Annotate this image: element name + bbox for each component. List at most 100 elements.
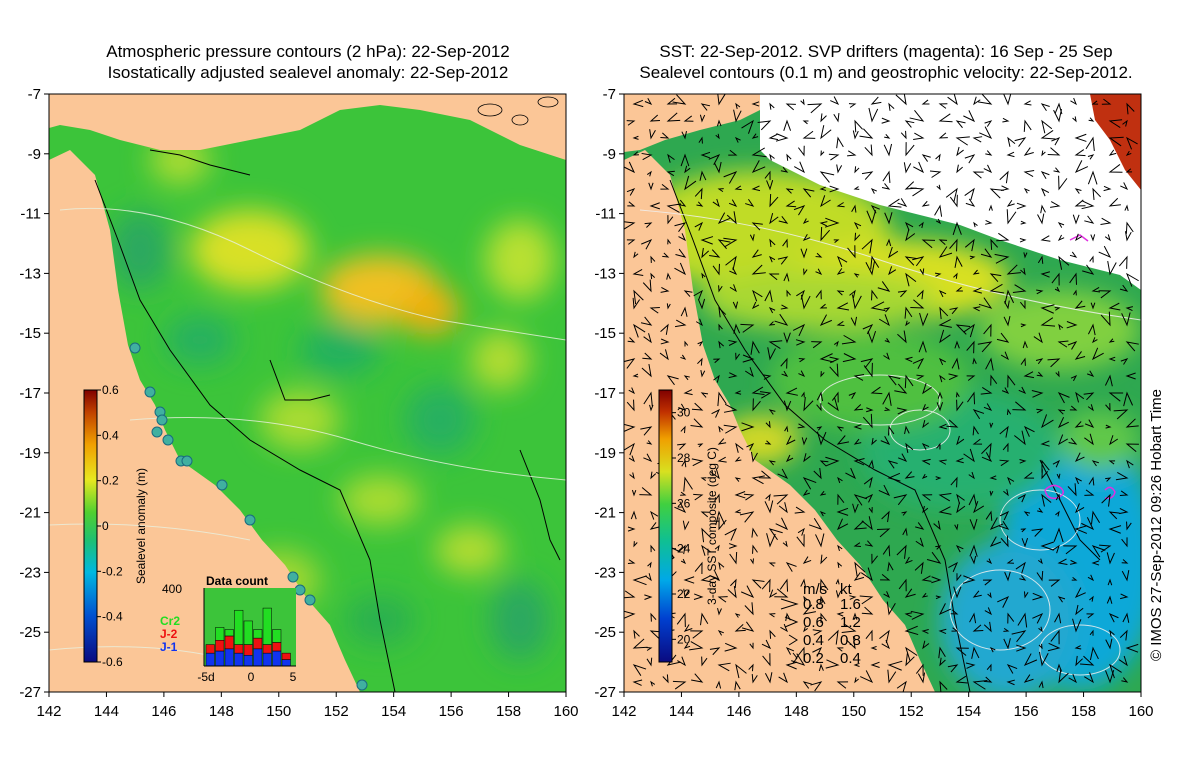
velocity-vector [905, 229, 916, 242]
velocity-vector [913, 161, 925, 174]
velocity-vector [849, 289, 856, 298]
velocity-vector [1057, 558, 1068, 565]
velocity-vector [883, 307, 891, 313]
velocity-vector [813, 467, 822, 480]
velocity-vector [938, 646, 946, 659]
velocity-vector [980, 387, 993, 395]
velocity-legend-kt-header: kt [840, 581, 853, 598]
velocity-vector [666, 272, 671, 280]
velocity-vector [1002, 442, 1009, 452]
velocity-vector [887, 561, 894, 572]
velocity-vector [1003, 638, 1011, 650]
velocity-vector [853, 457, 865, 466]
velocity-vector [1051, 272, 1060, 286]
velocity-vector [1037, 558, 1043, 565]
velocity-vector [860, 670, 874, 684]
velocity-vector [700, 612, 709, 626]
velocity-vector [939, 657, 946, 667]
velocity-vector [808, 518, 823, 530]
velocity-vector [1007, 476, 1015, 485]
velocity-vector [717, 188, 724, 193]
velocity-vector [627, 559, 636, 565]
velocity-vector [816, 403, 822, 412]
velocity-vector [766, 533, 776, 548]
velocity-vector [624, 221, 636, 230]
velocity-vector [807, 103, 823, 114]
x-tick-label: 156 [1014, 703, 1039, 720]
velocity-vector [709, 249, 721, 258]
velocity-vector [675, 248, 687, 258]
velocity-vector [820, 554, 828, 565]
velocity-vector [881, 117, 891, 124]
velocity-vector [921, 592, 928, 598]
velocity-vector [646, 440, 653, 445]
velocity-vector [964, 187, 975, 201]
velocity-vector [768, 273, 780, 281]
velocity-vector [739, 511, 755, 523]
velocity-vector [728, 543, 738, 549]
velocity-vector [694, 187, 703, 200]
velocity-legend-arrow [784, 616, 799, 628]
right-colorbar: 30 28 26 24 22 20 3-day SST composite (deg C) [658, 389, 719, 663]
velocity-vector [1084, 489, 1095, 496]
velocity-vector [678, 403, 687, 411]
velocity-vector [650, 510, 659, 520]
velocity-vector [1121, 559, 1129, 564]
velocity-vector [1108, 460, 1116, 465]
velocity-vector [734, 509, 742, 514]
velocity-vector [1070, 97, 1077, 106]
velocity-vector [1023, 169, 1035, 177]
velocity-vector [717, 438, 727, 445]
velocity-vector [964, 238, 975, 252]
velocity-vector [1084, 215, 1095, 224]
velocity-vector [1068, 673, 1077, 684]
velocity-vector [1105, 403, 1111, 412]
velocity-vector [646, 657, 653, 667]
velocity-vector [972, 409, 985, 420]
velocity-vector [1057, 234, 1065, 242]
velocity-vector [803, 595, 808, 602]
velocity-vector [938, 493, 952, 502]
velocity-vector [1003, 627, 1010, 632]
velocity-vector [677, 443, 687, 450]
velocity-vector [786, 289, 791, 297]
velocity-vector [965, 198, 976, 207]
velocity-vector [921, 575, 932, 582]
velocity-vector [880, 573, 891, 581]
velocity-vector [1083, 392, 1095, 401]
velocity-vector [666, 654, 681, 666]
velocity-vector [732, 301, 739, 310]
velocity-vector [949, 307, 959, 315]
y-tick-label: -9 [28, 146, 41, 163]
velocity-vector [819, 221, 828, 227]
velocity-vector [881, 183, 891, 190]
velocity-vector [989, 422, 994, 429]
velocity-vector [713, 358, 721, 364]
velocity-vector [963, 448, 975, 463]
velocity-vector [859, 595, 874, 605]
velocity-vector [650, 471, 657, 480]
velocity-vector [984, 120, 993, 127]
velocity-vector [1115, 472, 1129, 481]
velocity-vector [989, 517, 1004, 531]
velocity-vector [785, 612, 791, 622]
velocity-vector [690, 630, 704, 639]
velocity-vector [734, 624, 746, 632]
velocity-vector [972, 136, 983, 143]
velocity-vector [786, 153, 792, 161]
velocity-vector [768, 255, 776, 263]
velocity-vector [696, 201, 704, 207]
velocity-vector [1020, 267, 1026, 276]
velocity-vector [751, 160, 766, 174]
velocity-vector [700, 151, 711, 159]
velocity-vector [1099, 544, 1112, 553]
velocity-vector [775, 133, 789, 142]
velocity-vector [768, 133, 779, 141]
y-tick-label: -13 [594, 265, 616, 282]
velocity-vector [1038, 680, 1044, 689]
velocity-vector [818, 663, 824, 672]
velocity-vector [1040, 271, 1051, 278]
velocity-vector [662, 252, 670, 258]
colorbar-tick-label: -0.2 [102, 564, 123, 578]
velocity-vector [741, 119, 754, 134]
